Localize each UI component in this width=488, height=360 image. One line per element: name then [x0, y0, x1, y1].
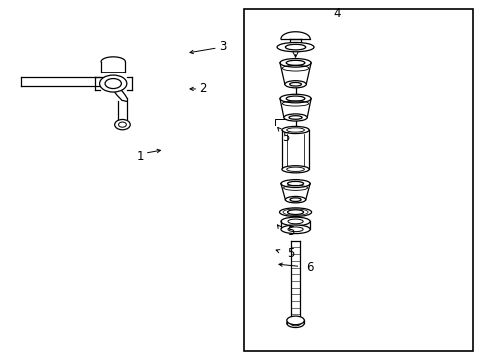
Ellipse shape [287, 181, 303, 186]
Ellipse shape [286, 319, 304, 328]
Ellipse shape [281, 180, 309, 188]
Text: 5: 5 [286, 225, 294, 238]
Ellipse shape [289, 198, 301, 202]
Text: 1: 1 [136, 150, 143, 163]
Text: 4: 4 [332, 8, 340, 21]
Ellipse shape [115, 120, 130, 130]
Ellipse shape [282, 126, 308, 134]
Ellipse shape [279, 208, 311, 216]
Ellipse shape [285, 81, 305, 88]
Text: 6: 6 [306, 261, 313, 274]
Ellipse shape [285, 44, 305, 50]
Ellipse shape [284, 114, 306, 121]
Text: 5: 5 [282, 131, 289, 144]
Ellipse shape [286, 316, 304, 325]
Text: 2: 2 [199, 82, 206, 95]
Bar [244, 9, 472, 351]
Ellipse shape [280, 59, 310, 67]
Ellipse shape [281, 225, 309, 234]
Text: 3: 3 [219, 40, 226, 53]
Ellipse shape [285, 60, 304, 65]
Ellipse shape [100, 75, 126, 92]
Ellipse shape [289, 82, 301, 86]
Ellipse shape [105, 78, 121, 89]
Ellipse shape [288, 116, 302, 119]
Ellipse shape [285, 96, 304, 101]
Ellipse shape [277, 42, 313, 52]
Ellipse shape [280, 94, 310, 103]
Ellipse shape [285, 197, 305, 203]
Ellipse shape [287, 210, 303, 215]
Ellipse shape [281, 217, 309, 226]
Ellipse shape [282, 166, 308, 173]
Text: 5: 5 [286, 247, 294, 260]
